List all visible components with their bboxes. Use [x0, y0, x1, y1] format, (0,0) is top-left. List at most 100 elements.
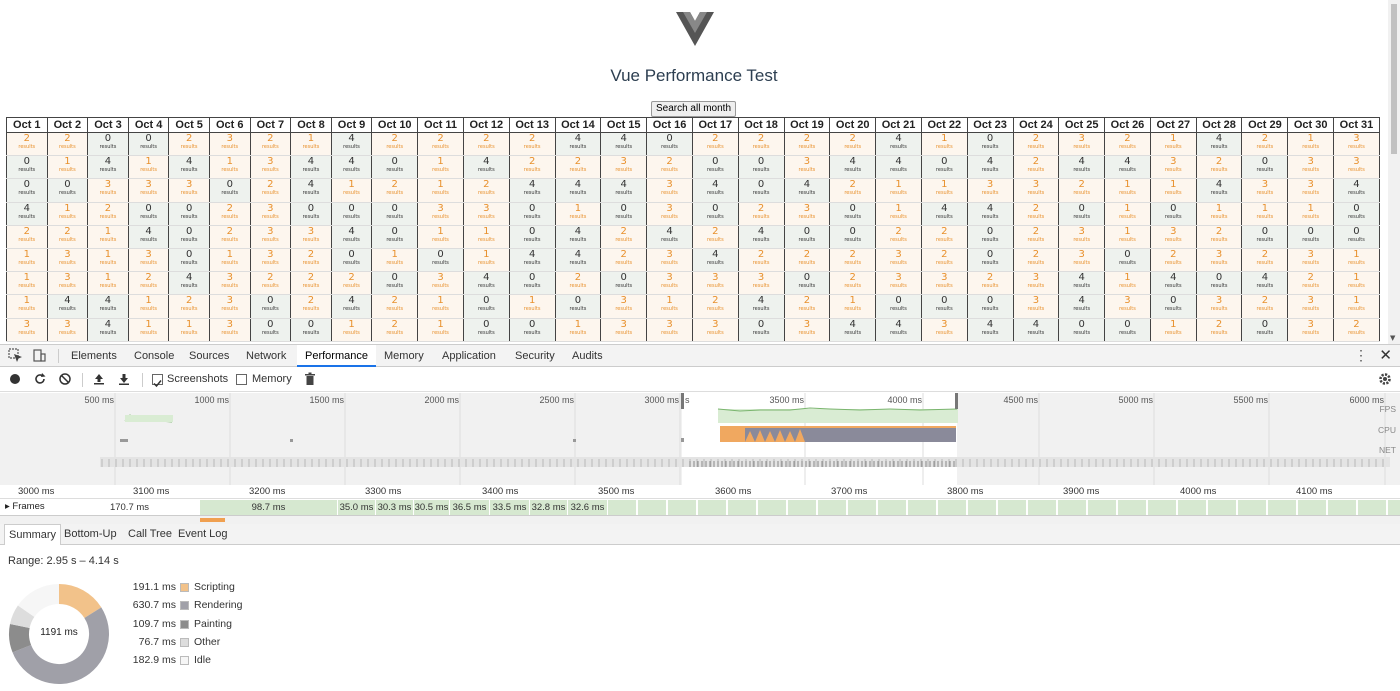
record-icon[interactable] — [8, 372, 22, 386]
day-result-cell[interactable]: 1 results — [646, 294, 693, 319]
day-result-cell[interactable]: 1 results — [462, 224, 510, 249]
tab-audits[interactable]: Audits — [572, 350, 603, 362]
flame-chart-scrollbar[interactable] — [0, 516, 1400, 524]
day-result-cell[interactable]: 3 results — [875, 247, 922, 273]
day-result-cell[interactable]: 0 results — [462, 317, 510, 342]
day-result-cell[interactable]: 2 results — [875, 224, 922, 249]
day-result-cell[interactable]: 2 results — [783, 247, 831, 273]
day-result-cell[interactable]: 4 results — [691, 247, 739, 273]
search-all-month-button[interactable]: Search all month — [651, 101, 736, 117]
day-result-cell[interactable]: 3 results — [462, 201, 510, 226]
day-result-cell[interactable]: 0 results — [127, 131, 170, 157]
day-result-cell[interactable]: 4 results — [691, 178, 739, 203]
day-result-cell[interactable]: 2 results — [829, 178, 877, 203]
day-result-cell[interactable]: 3 results — [249, 224, 292, 249]
day-result-cell[interactable]: 1 results — [875, 178, 922, 203]
frame[interactable] — [1058, 500, 1087, 515]
day-result-cell[interactable]: 2 results — [168, 131, 210, 157]
day-result-cell[interactable]: 0 results — [508, 271, 556, 296]
day-result-cell[interactable]: 2 results — [249, 178, 292, 203]
day-result-cell[interactable]: 0 results — [1241, 155, 1289, 180]
day-result-cell[interactable]: 2 results — [290, 294, 332, 319]
frames-track-label[interactable]: ▸ Frames — [5, 501, 45, 512]
day-result-cell[interactable]: 0 results — [371, 224, 419, 249]
frame[interactable] — [1208, 500, 1237, 515]
save-profile-icon[interactable] — [117, 372, 131, 386]
day-result-cell[interactable]: 0 results — [646, 131, 693, 157]
day-result-cell[interactable]: 1 results — [508, 294, 556, 319]
day-result-cell[interactable]: 3 results — [691, 317, 739, 342]
day-result-cell[interactable]: 4 results — [1058, 294, 1106, 319]
day-result-cell[interactable]: 3 results — [920, 271, 968, 296]
frame[interactable]: 30.5 ms — [414, 500, 450, 515]
day-result-cell[interactable]: 1 results — [875, 201, 922, 226]
day-result-cell[interactable]: 2 results — [1012, 201, 1060, 226]
day-result-cell[interactable]: 0 results — [6, 178, 48, 203]
day-result-cell[interactable]: 0 results — [1241, 317, 1289, 342]
frame[interactable]: 35.0 ms — [338, 500, 376, 515]
day-result-cell[interactable]: 3 results — [1287, 294, 1335, 319]
day-result-cell[interactable]: 2 results — [417, 131, 464, 157]
tab-summary[interactable]: Summary — [4, 524, 62, 545]
day-result-cell[interactable]: 4 results — [1058, 271, 1106, 296]
day-result-cell[interactable]: 3 results — [168, 178, 210, 203]
frame[interactable]: 32.8 ms — [530, 500, 568, 515]
tab-security[interactable]: Security — [515, 350, 555, 362]
day-result-cell[interactable]: 2 results — [966, 271, 1014, 296]
frame[interactable] — [1298, 500, 1327, 515]
day-result-cell[interactable]: 0 results — [829, 224, 877, 249]
day-result-cell[interactable]: 3 results — [6, 317, 48, 342]
day-result-cell[interactable]: 4 results — [168, 155, 210, 180]
day-result-cell[interactable]: 4 results — [330, 155, 373, 180]
day-result-cell[interactable]: 0 results — [330, 247, 373, 273]
day-result-cell[interactable]: 3 results — [290, 224, 332, 249]
day-result-cell[interactable]: 1 results — [1333, 271, 1380, 296]
tab-event-log[interactable]: Event Log — [178, 528, 228, 540]
day-result-cell[interactable]: 0 results — [168, 201, 210, 226]
capture-settings-icon[interactable] — [1378, 372, 1392, 386]
memory-checkbox[interactable] — [236, 374, 247, 385]
day-result-cell[interactable]: 4 results — [1241, 271, 1289, 296]
day-result-cell[interactable]: 0 results — [249, 317, 292, 342]
day-result-cell[interactable]: 1 results — [829, 294, 877, 319]
day-result-cell[interactable]: 2 results — [1104, 131, 1151, 157]
reload-record-icon[interactable] — [33, 372, 47, 386]
day-result-cell[interactable]: 2 results — [1012, 155, 1060, 180]
day-result-cell[interactable]: 0 results — [829, 201, 877, 226]
day-result-cell[interactable]: 3 results — [783, 155, 831, 180]
day-result-cell[interactable]: 3 results — [46, 317, 89, 342]
more-options-icon[interactable]: ⋮ — [1354, 347, 1368, 363]
day-result-cell[interactable]: 2 results — [783, 131, 831, 157]
day-result-cell[interactable]: 3 results — [1287, 247, 1335, 273]
day-result-cell[interactable]: 0 results — [249, 294, 292, 319]
day-result-cell[interactable]: 1 results — [417, 317, 464, 342]
frame[interactable] — [728, 500, 757, 515]
day-result-cell[interactable]: 1 results — [46, 201, 89, 226]
day-result-cell[interactable]: 3 results — [1149, 224, 1197, 249]
day-result-cell[interactable]: 4 results — [1104, 155, 1151, 180]
day-result-cell[interactable]: 1 results — [330, 317, 373, 342]
day-result-cell[interactable]: 3 results — [600, 294, 648, 319]
frame[interactable]: 98.7 ms — [200, 500, 338, 515]
day-result-cell[interactable]: 1 results — [87, 247, 129, 273]
day-result-cell[interactable]: 1 results — [417, 224, 464, 249]
day-result-cell[interactable]: 0 results — [462, 294, 510, 319]
day-result-cell[interactable]: 4 results — [646, 224, 693, 249]
load-profile-icon[interactable] — [92, 372, 106, 386]
day-result-cell[interactable]: 2 results — [646, 155, 693, 180]
day-result-cell[interactable]: 3 results — [1058, 247, 1106, 273]
day-result-cell[interactable]: 4 results — [875, 155, 922, 180]
day-result-cell[interactable]: 3 results — [1287, 178, 1335, 203]
close-devtools-icon[interactable]: ✕ — [1379, 347, 1392, 364]
day-result-cell[interactable]: 4 results — [1195, 131, 1243, 157]
day-result-cell[interactable]: 1 results — [1149, 131, 1197, 157]
day-result-cell[interactable]: 1 results — [1149, 317, 1197, 342]
day-result-cell[interactable]: 1 results — [1333, 294, 1380, 319]
frames-track[interactable]: ▸ Frames 170.7 ms 98.7 ms 35.0 ms 30.3 ms 30… — [0, 499, 1400, 516]
day-result-cell[interactable]: 3 results — [966, 178, 1014, 203]
day-result-cell[interactable]: 1 results — [462, 247, 510, 273]
day-result-cell[interactable]: 2 results — [6, 224, 48, 249]
day-result-cell[interactable]: 3 results — [46, 271, 89, 296]
day-result-cell[interactable]: 0 results — [966, 224, 1014, 249]
day-result-cell[interactable]: 4 results — [127, 224, 170, 249]
